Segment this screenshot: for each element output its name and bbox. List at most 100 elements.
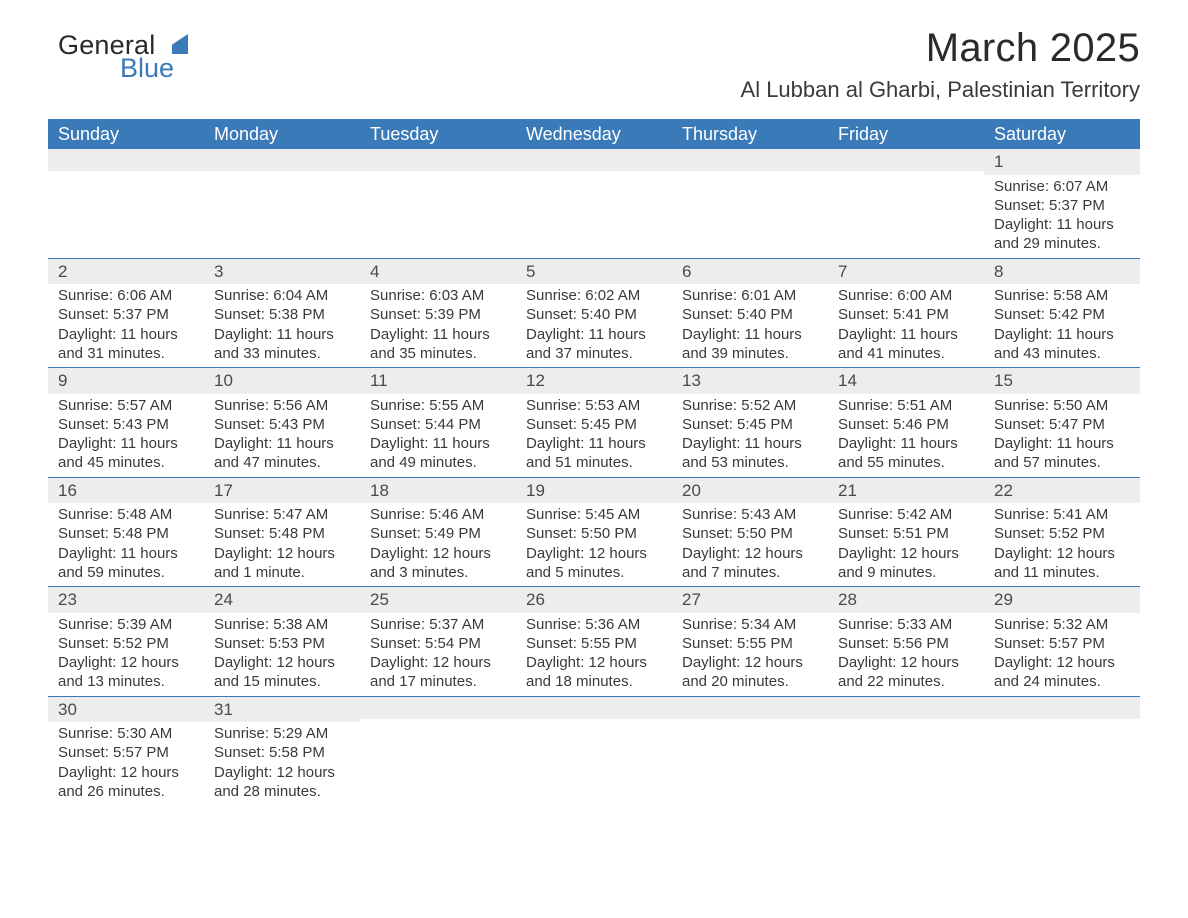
day-number: 30 bbox=[48, 697, 204, 723]
day-number: 27 bbox=[672, 587, 828, 613]
daylight-text: and 26 minutes. bbox=[58, 782, 196, 801]
day-number bbox=[48, 149, 204, 171]
calendar-week: 9Sunrise: 5:57 AMSunset: 5:43 PMDaylight… bbox=[48, 368, 1140, 478]
day-number bbox=[204, 149, 360, 171]
calendar-cell: 12Sunrise: 5:53 AMSunset: 5:45 PMDayligh… bbox=[516, 368, 672, 478]
calendar-cell bbox=[360, 149, 516, 258]
sunrise-text: Sunrise: 5:53 AM bbox=[526, 396, 664, 415]
sunset-text: Sunset: 5:58 PM bbox=[214, 743, 352, 762]
day-number: 9 bbox=[48, 368, 204, 394]
day-header: Friday bbox=[828, 119, 984, 149]
sunrise-text: Sunrise: 5:57 AM bbox=[58, 396, 196, 415]
day-number bbox=[360, 149, 516, 171]
day-body: Sunrise: 6:02 AMSunset: 5:40 PMDaylight:… bbox=[516, 284, 672, 367]
daylight-text: Daylight: 11 hours bbox=[994, 434, 1132, 453]
sunset-text: Sunset: 5:54 PM bbox=[370, 634, 508, 653]
day-body bbox=[672, 719, 828, 779]
daylight-text: Daylight: 11 hours bbox=[526, 325, 664, 344]
daylight-text: Daylight: 11 hours bbox=[682, 434, 820, 453]
day-body bbox=[516, 719, 672, 779]
day-number: 7 bbox=[828, 259, 984, 285]
daylight-text: and 5 minutes. bbox=[526, 563, 664, 582]
day-number bbox=[828, 697, 984, 719]
calendar-header-row: Sunday Monday Tuesday Wednesday Thursday… bbox=[48, 119, 1140, 149]
sunset-text: Sunset: 5:37 PM bbox=[58, 305, 196, 324]
day-body: Sunrise: 5:47 AMSunset: 5:48 PMDaylight:… bbox=[204, 503, 360, 586]
calendar-week: 23Sunrise: 5:39 AMSunset: 5:52 PMDayligh… bbox=[48, 587, 1140, 697]
daylight-text: Daylight: 11 hours bbox=[214, 434, 352, 453]
calendar-cell: 15Sunrise: 5:50 AMSunset: 5:47 PMDayligh… bbox=[984, 368, 1140, 478]
calendar-week: 30Sunrise: 5:30 AMSunset: 5:57 PMDayligh… bbox=[48, 696, 1140, 805]
daylight-text: Daylight: 12 hours bbox=[214, 653, 352, 672]
sunrise-text: Sunrise: 5:29 AM bbox=[214, 724, 352, 743]
sunset-text: Sunset: 5:48 PM bbox=[58, 524, 196, 543]
sunrise-text: Sunrise: 5:43 AM bbox=[682, 505, 820, 524]
daylight-text: and 43 minutes. bbox=[994, 344, 1132, 363]
day-number: 23 bbox=[48, 587, 204, 613]
daylight-text: Daylight: 12 hours bbox=[214, 763, 352, 782]
sunset-text: Sunset: 5:52 PM bbox=[994, 524, 1132, 543]
daylight-text: and 59 minutes. bbox=[58, 563, 196, 582]
sunset-text: Sunset: 5:39 PM bbox=[370, 305, 508, 324]
calendar-cell bbox=[48, 149, 204, 258]
day-number bbox=[672, 697, 828, 719]
calendar-week: 2Sunrise: 6:06 AMSunset: 5:37 PMDaylight… bbox=[48, 258, 1140, 368]
sunrise-text: Sunrise: 5:33 AM bbox=[838, 615, 976, 634]
daylight-text: and 47 minutes. bbox=[214, 453, 352, 472]
day-number: 22 bbox=[984, 478, 1140, 504]
day-body: Sunrise: 5:39 AMSunset: 5:52 PMDaylight:… bbox=[48, 613, 204, 696]
sunrise-text: Sunrise: 6:07 AM bbox=[994, 177, 1132, 196]
daylight-text: and 37 minutes. bbox=[526, 344, 664, 363]
sunrise-text: Sunrise: 6:04 AM bbox=[214, 286, 352, 305]
day-number: 13 bbox=[672, 368, 828, 394]
calendar-cell: 24Sunrise: 5:38 AMSunset: 5:53 PMDayligh… bbox=[204, 587, 360, 697]
daylight-text: Daylight: 12 hours bbox=[58, 653, 196, 672]
day-number: 24 bbox=[204, 587, 360, 613]
sunrise-text: Sunrise: 6:06 AM bbox=[58, 286, 196, 305]
daylight-text: and 41 minutes. bbox=[838, 344, 976, 363]
daylight-text: and 24 minutes. bbox=[994, 672, 1132, 691]
title-block: March 2025 Al Lubban al Gharbi, Palestin… bbox=[741, 26, 1140, 103]
day-number bbox=[360, 697, 516, 719]
day-number: 21 bbox=[828, 478, 984, 504]
calendar-cell: 7Sunrise: 6:00 AMSunset: 5:41 PMDaylight… bbox=[828, 258, 984, 368]
sunrise-text: Sunrise: 5:38 AM bbox=[214, 615, 352, 634]
sunrise-text: Sunrise: 5:41 AM bbox=[994, 505, 1132, 524]
day-body: Sunrise: 5:43 AMSunset: 5:50 PMDaylight:… bbox=[672, 503, 828, 586]
sunrise-text: Sunrise: 5:36 AM bbox=[526, 615, 664, 634]
sunset-text: Sunset: 5:56 PM bbox=[838, 634, 976, 653]
logo-text-blue: Blue bbox=[120, 53, 188, 84]
day-body: Sunrise: 5:38 AMSunset: 5:53 PMDaylight:… bbox=[204, 613, 360, 696]
day-body: Sunrise: 5:55 AMSunset: 5:44 PMDaylight:… bbox=[360, 394, 516, 477]
location-subtitle: Al Lubban al Gharbi, Palestinian Territo… bbox=[741, 77, 1140, 103]
day-body: Sunrise: 5:51 AMSunset: 5:46 PMDaylight:… bbox=[828, 394, 984, 477]
day-header: Tuesday bbox=[360, 119, 516, 149]
sunset-text: Sunset: 5:38 PM bbox=[214, 305, 352, 324]
day-header: Sunday bbox=[48, 119, 204, 149]
daylight-text: and 55 minutes. bbox=[838, 453, 976, 472]
day-body bbox=[360, 171, 516, 231]
daylight-text: and 15 minutes. bbox=[214, 672, 352, 691]
day-number: 26 bbox=[516, 587, 672, 613]
day-body: Sunrise: 5:46 AMSunset: 5:49 PMDaylight:… bbox=[360, 503, 516, 586]
calendar-cell: 28Sunrise: 5:33 AMSunset: 5:56 PMDayligh… bbox=[828, 587, 984, 697]
day-body: Sunrise: 5:52 AMSunset: 5:45 PMDaylight:… bbox=[672, 394, 828, 477]
day-number: 16 bbox=[48, 478, 204, 504]
calendar-cell: 17Sunrise: 5:47 AMSunset: 5:48 PMDayligh… bbox=[204, 477, 360, 587]
daylight-text: Daylight: 12 hours bbox=[370, 653, 508, 672]
daylight-text: Daylight: 11 hours bbox=[994, 215, 1132, 234]
daylight-text: and 57 minutes. bbox=[994, 453, 1132, 472]
calendar-cell: 8Sunrise: 5:58 AMSunset: 5:42 PMDaylight… bbox=[984, 258, 1140, 368]
day-number: 17 bbox=[204, 478, 360, 504]
day-body: Sunrise: 5:29 AMSunset: 5:58 PMDaylight:… bbox=[204, 722, 360, 805]
sunset-text: Sunset: 5:45 PM bbox=[682, 415, 820, 434]
day-number: 1 bbox=[984, 149, 1140, 175]
day-body: Sunrise: 5:58 AMSunset: 5:42 PMDaylight:… bbox=[984, 284, 1140, 367]
sunset-text: Sunset: 5:40 PM bbox=[682, 305, 820, 324]
day-number: 29 bbox=[984, 587, 1140, 613]
header: General Blue March 2025 Al Lubban al Gha… bbox=[48, 30, 1140, 103]
daylight-text: Daylight: 12 hours bbox=[370, 544, 508, 563]
calendar-cell bbox=[360, 696, 516, 805]
day-body: Sunrise: 5:41 AMSunset: 5:52 PMDaylight:… bbox=[984, 503, 1140, 586]
day-body bbox=[672, 171, 828, 231]
